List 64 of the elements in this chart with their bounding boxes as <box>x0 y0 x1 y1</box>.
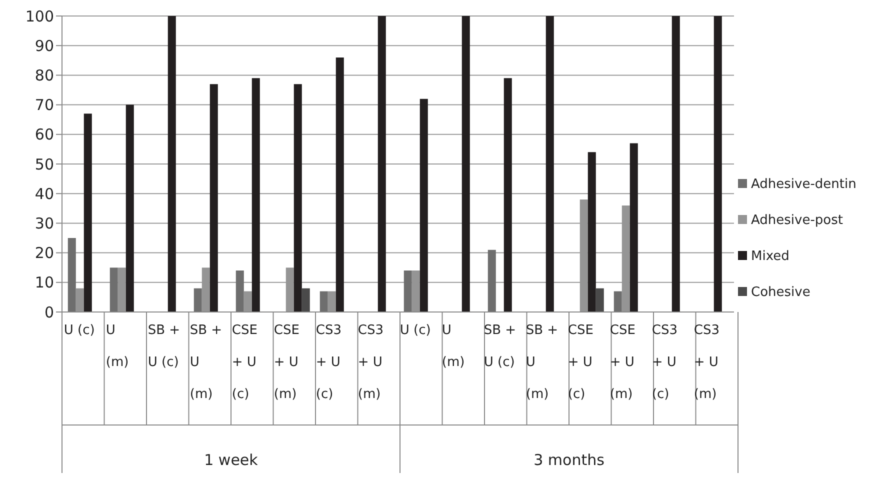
y-tick-label: 10 <box>34 274 54 292</box>
bar <box>118 268 126 312</box>
bar <box>194 288 202 312</box>
y-tick-label: 0 <box>44 303 54 322</box>
y-tick-label: 80 <box>34 66 54 85</box>
legend-label: Cohesive <box>751 284 810 300</box>
legend-label: Mixed <box>751 248 790 264</box>
bar <box>328 291 336 312</box>
y-tick-label: 100 <box>25 7 54 26</box>
category-label: CS3 + U (m) <box>694 323 720 402</box>
category-label: CS3 + U (c) <box>316 323 342 402</box>
bar <box>252 78 260 312</box>
text: 3 months <box>534 451 605 469</box>
legend-label: Adhesive-post <box>751 212 843 228</box>
category-label: CSE + U (m) <box>274 323 300 402</box>
bar <box>244 291 252 312</box>
category-label: U (m) <box>442 323 465 370</box>
y-tick-label: 30 <box>34 214 54 233</box>
category-label: SB + U (m) <box>190 323 222 402</box>
bar <box>488 250 496 312</box>
bar <box>84 114 92 312</box>
bar <box>412 270 420 312</box>
bar <box>630 143 638 312</box>
bar <box>68 238 76 312</box>
bar <box>110 268 118 312</box>
x-tick-label: U (c) <box>64 323 95 338</box>
category-label: CSE + U (c) <box>232 323 258 402</box>
category-label: U (m) <box>106 323 129 370</box>
y-tick-label: 20 <box>34 244 54 262</box>
bar <box>168 16 176 312</box>
y-tick-label: 40 <box>34 184 54 203</box>
y-tick-label: 90 <box>34 36 54 55</box>
category-label: CSE + U (m) <box>610 323 636 402</box>
bar <box>672 16 680 312</box>
bar <box>546 16 554 312</box>
bar <box>294 84 302 312</box>
category-label: SB + U (m) <box>526 323 558 402</box>
bar <box>126 104 134 312</box>
x-tick-label: U (c) <box>400 323 431 338</box>
bar <box>420 98 428 312</box>
bar <box>714 16 722 312</box>
bar <box>236 270 244 312</box>
category-label: CSE + U (c) <box>568 323 594 402</box>
text: 1 week <box>204 451 258 469</box>
category-label: CS3 + U (c) <box>652 323 678 402</box>
y-tick-label: 70 <box>34 96 54 114</box>
y-tick-label: 50 <box>34 155 54 174</box>
bar <box>504 78 512 312</box>
bar <box>302 288 310 312</box>
bar <box>76 288 84 312</box>
bar <box>336 57 344 312</box>
bar <box>614 291 622 312</box>
category-label: SB + U (c) <box>484 323 516 370</box>
y-tick-label: 60 <box>34 126 54 144</box>
bar <box>320 291 328 312</box>
bar <box>210 84 218 312</box>
category-label: SB + U (c) <box>148 323 180 370</box>
bar <box>588 152 596 312</box>
bar <box>378 16 386 312</box>
category-label: CS3 + U (m) <box>358 323 384 402</box>
bar <box>404 270 412 312</box>
bar <box>596 288 604 312</box>
legend-label: Adhesive-dentin <box>751 176 856 192</box>
bar <box>462 16 470 312</box>
